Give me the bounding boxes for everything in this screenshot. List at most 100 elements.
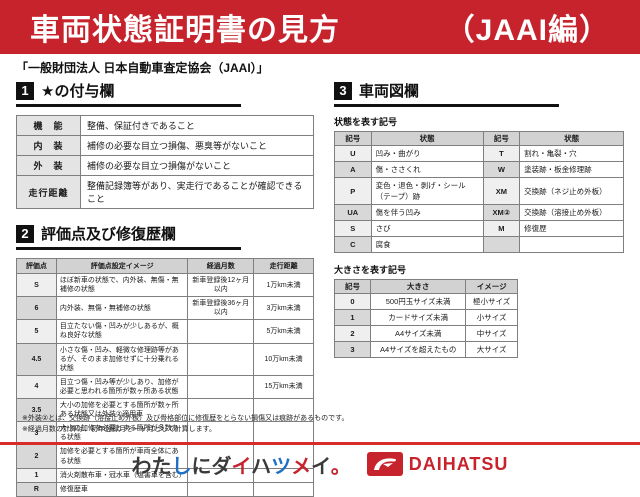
image-cell: 極小サイズ [465, 293, 518, 310]
desc-cell: 修復歴車 [55, 481, 189, 497]
symbol-cell: T [482, 145, 521, 162]
symbol-cell: A [334, 161, 372, 178]
col-header-image: イメージ [465, 279, 518, 294]
daihatsu-tagline: わたしにダイハツメイ。 [131, 455, 351, 478]
footnote-line: ※外装②とは、交換跡（溶接止め外板）及び骨格部位に修復歴をとらない損傷又は痕跡が… [22, 415, 349, 422]
symbol-cell: 2 [334, 325, 371, 342]
image-cell: 小サイズ [465, 309, 518, 326]
table-row: 3.5 大小の加修を必要とする箇所が数ヶ所ある状態又は外装②適用車 [16, 398, 314, 423]
table-row: 外 装 補修の必要な目立つ損傷がないこと [16, 155, 314, 176]
col-header-km: 走行距離 [253, 258, 314, 274]
state-symbols-table: 記号 状態 記号 状態 U 凹み・曲がり T 割れ・亀裂・穴 A [334, 131, 624, 253]
col-header-months: 経過月数 [187, 258, 255, 274]
table-row: 1 消火剤散布車・冠水車（塩害車を含む） [16, 467, 314, 483]
criteria-text: 補修の必要な目立つ損傷、悪臭等がないこと [80, 135, 314, 156]
table-row: 機 能 整備、保証付きであること [16, 115, 314, 136]
symbol-cell: S [334, 220, 372, 237]
table-row: 3 A4サイズを超えたもの 大サイズ [334, 341, 518, 358]
criteria-label: 走行距離 [16, 175, 81, 209]
size-symbols-table: 記号 大きさ イメージ 0 500円玉サイズ未満 極小サイズ 1 カードサイズ未… [334, 279, 518, 358]
state-cell: 割れ・亀裂・穴 [519, 145, 624, 162]
criteria-label: 機 能 [16, 115, 81, 136]
state-cell: 変色・退色・剥げ・シール（テープ）跡 [370, 177, 484, 205]
table-row: 内 装 補修の必要な目立つ損傷、悪臭等がないこと [16, 135, 314, 156]
symbol-cell: C [334, 236, 372, 253]
footer: わたしにダイハツメイ。 DAIHATSU [0, 450, 640, 478]
image-cell: 中サイズ [465, 325, 518, 342]
table-row: 4.5 小さな傷・凹み、軽微な修理跡等があるが、そのまま加修せずに十分乗れる状態… [16, 342, 314, 376]
months-cell [187, 481, 255, 497]
symbol-cell: U [334, 145, 372, 162]
months-cell [187, 398, 255, 423]
symbol-cell: P [334, 177, 372, 205]
section1-header: 1 ★の付与欄 [16, 80, 241, 107]
table-row: 2 A4サイズ未満 中サイズ [334, 325, 518, 342]
desc-cell: 目立たない傷・凹みが少しあるが、概ね良好な状態 [55, 319, 189, 344]
state-cell: 修復歴 [519, 220, 624, 237]
months-cell: 新車登録後12ヶ月以内 [187, 272, 255, 298]
months-cell [187, 374, 255, 400]
km-cell: 1万km未満 [253, 272, 314, 298]
image-cell: 大サイズ [465, 341, 518, 358]
size-cell: A4サイズを超えたもの [369, 341, 467, 358]
section3-title: 車両図欄 [359, 83, 420, 100]
section2-title: 評価点及び修復歴欄 [41, 226, 177, 243]
col-header-symbol: 記号 [482, 131, 521, 146]
state-cell: 塗装跡・板金修理跡 [519, 161, 624, 178]
score-cell: 5 [16, 319, 57, 344]
months-cell [187, 342, 255, 376]
desc-cell: 内外装、無傷・無補修の状態 [55, 296, 189, 321]
criteria-text: 整備記録簿等があり、実走行であることが確認できること [80, 175, 314, 209]
size-cell: A4サイズ未満 [369, 325, 467, 342]
table-row: S ほぼ新車の状態で、内外装、無傷・無補修の状態 新車登録後12ヶ月以内 1万k… [16, 272, 314, 298]
table-row: 6 内外装、無傷・無補修の状態 新車登録後36ヶ月以内 3万km未満 [16, 296, 314, 321]
symbol-cell: XM② [482, 204, 521, 221]
months-cell: 新車登録後36ヶ月以内 [187, 296, 255, 321]
state-cell: 傷を伴う凹み [370, 204, 484, 221]
col-header-state: 状態 [370, 131, 484, 146]
state-cell [519, 236, 624, 253]
organization-subtitle: 「一般財団法人 日本自動車査定協会（JAAI）」 [16, 61, 269, 75]
right-column: 3 車両図欄 状態を表す記号 記号 状態 記号 状態 U 凹み・曲がり [334, 80, 624, 497]
size-cell: カードサイズ未満 [369, 309, 467, 326]
footnote-line: ※経過月数の計算は、初年登録月を一ヶ月として計算します。 [22, 425, 216, 433]
state-cell: 傷・ささくれ [370, 161, 484, 178]
symbol-cell: W [482, 161, 521, 178]
score-cell: 1 [16, 467, 57, 483]
km-cell: 15万km未満 [253, 374, 314, 400]
score-cell: 4.5 [16, 342, 57, 376]
star-criteria-table: 機 能 整備、保証付きであること 内 装 補修の必要な目立つ損傷、悪臭等がないこ… [16, 115, 314, 209]
size-cell: 500円玉サイズ未満 [369, 293, 467, 310]
col-header-state: 状態 [519, 131, 624, 146]
state-cell: さび [370, 220, 484, 237]
table-row: 2 加修を必要とする箇所が車両全体にある状態 [16, 444, 314, 469]
symbol-cell: 1 [334, 309, 371, 326]
table-row: 0 500円玉サイズ未満 極小サイズ [334, 293, 518, 310]
daihatsu-brand: DAIHATSU [366, 452, 509, 476]
months-cell [187, 319, 255, 344]
section1-title: ★の付与欄 [41, 83, 115, 100]
km-cell: 10万km未満 [253, 342, 314, 376]
col-header-symbol: 記号 [334, 279, 371, 294]
table-row: 5 目立たない傷・凹みが少しあるが、概ね良好な状態 5万km未満 [16, 319, 314, 344]
section3-number-badge: 3 [334, 81, 352, 100]
criteria-text: 補修の必要な目立つ損傷がないこと [80, 155, 314, 176]
km-cell: 5万km未満 [253, 319, 314, 344]
score-cell: R [16, 481, 57, 497]
table-row: 1 カードサイズ未満 小サイズ [334, 309, 518, 326]
km-cell [253, 421, 314, 446]
table-row: 3 大小の加修を必要とする箇所が多数ある状態 [16, 421, 314, 446]
symbol-cell [482, 236, 521, 253]
daihatsu-logo-icon [366, 452, 403, 476]
months-cell [187, 444, 255, 469]
symbol-cell: 0 [334, 293, 371, 310]
symbol-cell: M [482, 220, 521, 237]
symbol-cell: XM [482, 177, 521, 205]
desc-cell: 小さな傷・凹み、軽微な修理跡等があるが、そのまま加修せずに十分乗れる状態 [55, 342, 189, 376]
size-table-caption: 大きさを表す記号 [334, 265, 407, 275]
table-row: 走行距離 整備記録簿等があり、実走行であることが確認できること [16, 175, 314, 209]
col-header-desc: 評価点設定イメージ [55, 258, 189, 274]
km-cell [253, 444, 314, 469]
table-row: 4 目立つ傷・凹み等が少しあり、加修が必要と思われる箇所が数ヶ所ある状態 15万… [16, 374, 314, 400]
